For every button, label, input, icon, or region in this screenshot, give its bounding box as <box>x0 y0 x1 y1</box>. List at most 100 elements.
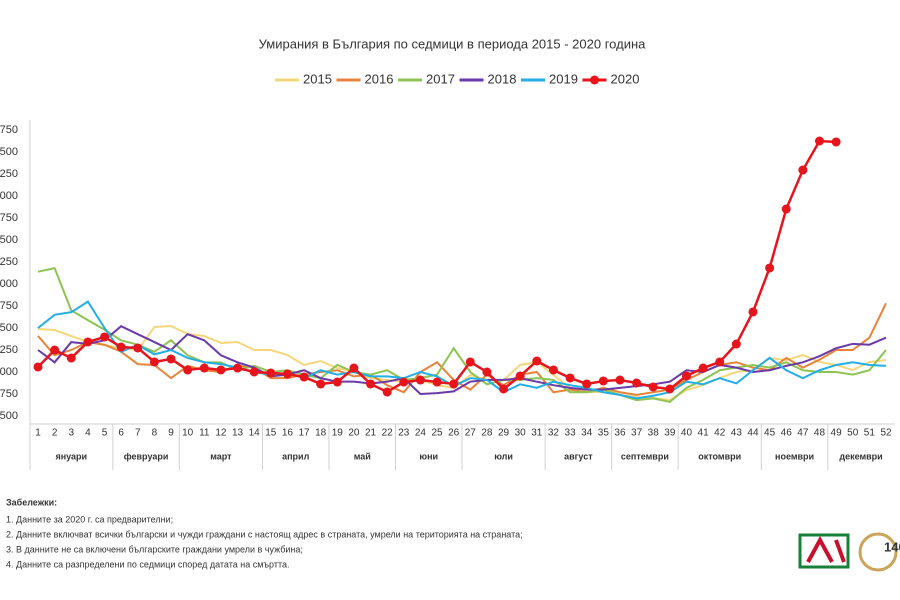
month-label: септември <box>621 451 669 461</box>
x-tick-label: 49 <box>831 428 843 439</box>
y-tick-label: 3250 <box>0 256 18 268</box>
x-tick-label: 33 <box>565 428 577 439</box>
x-tick-label: 7 <box>135 428 141 439</box>
chart-title: Умирания в България по седмици в периода… <box>259 36 647 51</box>
x-tick-label: 29 <box>498 428 510 439</box>
x-tick-label: 16 <box>282 428 294 439</box>
x-tick-label: 24 <box>415 428 427 439</box>
series-marker <box>482 367 492 377</box>
y-tick-label: 4750 <box>0 124 18 136</box>
y-tick-label: 1500 <box>0 410 18 422</box>
series-marker <box>33 362 43 372</box>
x-tick-label: 22 <box>382 428 394 439</box>
x-tick-label: 25 <box>431 428 443 439</box>
series-marker <box>598 376 608 386</box>
series-marker <box>249 367 259 377</box>
x-tick-label: 39 <box>664 428 676 439</box>
series-marker <box>382 387 392 397</box>
series-marker <box>233 363 243 373</box>
series-marker <box>548 365 558 375</box>
series-marker <box>100 332 110 342</box>
x-tick-label: 43 <box>731 428 743 439</box>
x-tick-label: 4 <box>85 428 91 439</box>
month-label: януари <box>55 451 87 461</box>
note: 3. В данните не са включени българските … <box>6 544 303 554</box>
series-marker <box>432 377 442 387</box>
series-line <box>37 267 887 403</box>
x-tick-label: 34 <box>581 428 593 439</box>
x-tick-label: 5 <box>102 428 108 439</box>
x-tick-label: 12 <box>215 428 227 439</box>
month-label: февруари <box>124 451 169 461</box>
x-tick-label: 44 <box>747 428 759 439</box>
series-marker <box>648 382 658 392</box>
series-marker <box>83 337 93 347</box>
y-tick-label: 2250 <box>0 344 18 356</box>
series-marker <box>116 342 126 352</box>
month-label: октомври <box>698 451 741 461</box>
y-tick-label: 2500 <box>0 322 18 334</box>
y-tick-label: 2750 <box>0 300 18 312</box>
series-marker <box>765 263 775 273</box>
series-marker <box>499 384 509 394</box>
series-marker <box>698 363 708 373</box>
x-tick-label: 38 <box>648 428 660 439</box>
x-tick-label: 52 <box>880 428 892 439</box>
x-tick-label: 47 <box>797 428 809 439</box>
series-marker <box>565 373 575 383</box>
notes: Забележки: 1. Данните за 2020 г. са пред… <box>6 497 523 569</box>
series-marker <box>532 356 542 366</box>
series-marker <box>266 368 276 378</box>
x-tick-label: 40 <box>681 428 693 439</box>
month-label: юни <box>419 451 438 461</box>
series-line <box>37 325 887 396</box>
x-tick-label: 27 <box>465 428 477 439</box>
month-label: април <box>282 451 309 461</box>
notes-title: Забележки: <box>6 497 57 507</box>
note: 2. Данните включват всички български и ч… <box>6 529 523 539</box>
x-tick-label: 23 <box>398 428 410 439</box>
month-label: март <box>210 451 232 461</box>
x-tick-label: 14 <box>249 428 261 439</box>
series-marker <box>216 365 226 375</box>
month-label: ноември <box>775 451 814 461</box>
x-tick-label: 13 <box>232 428 244 439</box>
x-tick-label: 10 <box>182 428 194 439</box>
x-tick-label: 31 <box>531 428 543 439</box>
series-marker <box>50 345 60 355</box>
x-tick-label: 32 <box>548 428 560 439</box>
logo-ring <box>858 532 898 572</box>
x-tick-label: 28 <box>481 428 493 439</box>
y-tick-label: 1750 <box>0 388 18 400</box>
x-tick-label: 42 <box>714 428 726 439</box>
x-tick-label: 50 <box>847 428 859 439</box>
x-tick-label: 30 <box>515 428 527 439</box>
series-marker <box>316 379 326 389</box>
x-tick-label: 51 <box>864 428 876 439</box>
x-tick-label: 1 <box>35 428 41 439</box>
x-tick-label: 3 <box>68 428 74 439</box>
legend-label: 2015 <box>303 71 332 86</box>
x-tick-label: 17 <box>298 428 310 439</box>
x-tick-label: 46 <box>781 428 793 439</box>
x-tick-label: 35 <box>598 428 610 439</box>
logo-box <box>798 533 850 569</box>
x-tick-label: 11 <box>199 428 210 439</box>
y-tick-label: 3500 <box>0 234 18 246</box>
series-marker <box>349 363 359 373</box>
series-marker <box>415 375 425 385</box>
series-marker <box>465 357 475 367</box>
series-marker <box>831 137 841 147</box>
x-tick-label: 36 <box>614 428 626 439</box>
legend-marker <box>590 75 599 85</box>
y-tick-label: 4000 <box>0 190 18 202</box>
series-marker <box>731 339 741 349</box>
logo-text: 140 <box>884 539 900 554</box>
y-tick-label: 3750 <box>0 212 18 224</box>
series-marker <box>748 307 758 317</box>
x-tick-label: 15 <box>265 428 277 439</box>
note: 1. Данните за 2020 г. са предварителни; <box>6 514 173 524</box>
x-tick-label: 20 <box>348 428 360 439</box>
x-tick-label: 19 <box>332 428 344 439</box>
